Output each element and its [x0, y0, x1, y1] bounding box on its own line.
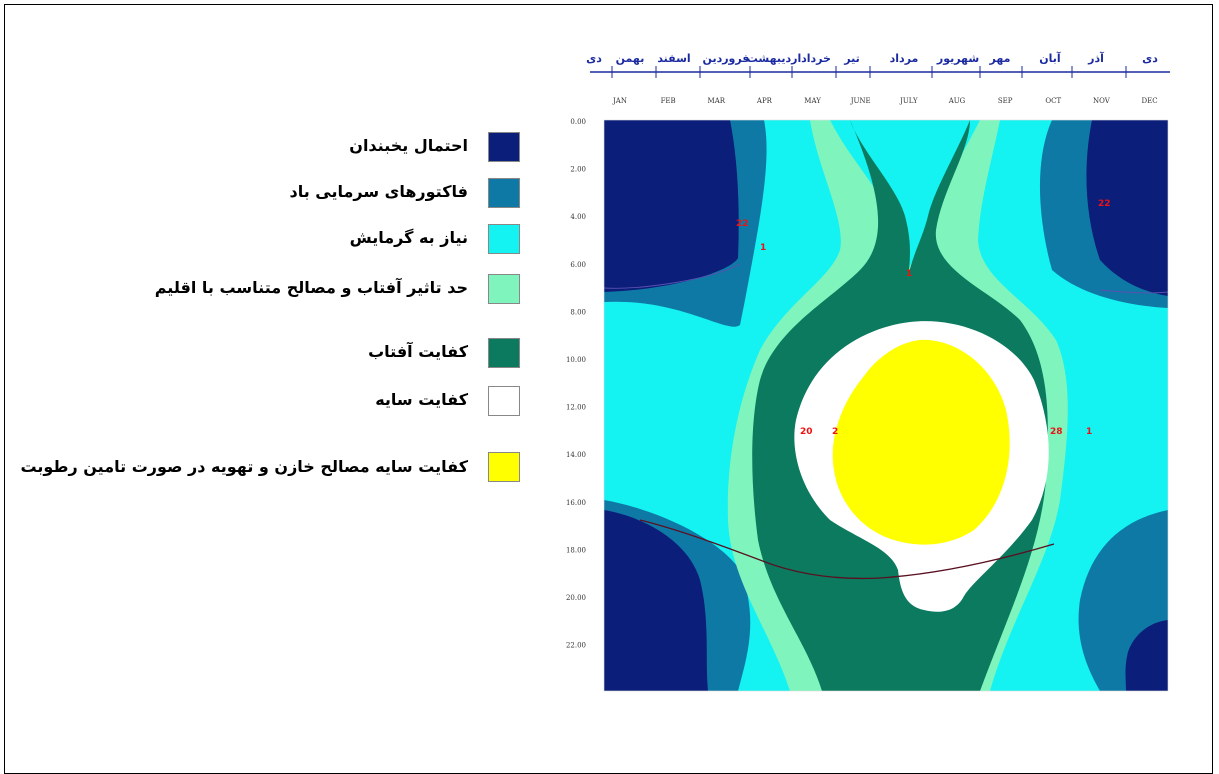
legend-label: کفایت سایه — [375, 390, 468, 409]
month-label-english: DEC — [1142, 97, 1158, 105]
date-marker: 22 — [736, 219, 749, 229]
zone-frost-right — [1086, 120, 1168, 296]
month-label-english: SEP — [998, 97, 1013, 105]
hour-label: 20.00 — [566, 594, 586, 602]
hour-label: 12.00 — [566, 404, 586, 412]
month-label-persian: آبان — [1039, 51, 1061, 65]
plot-frame — [603, 119, 1169, 692]
hour-label: 18.00 — [566, 546, 586, 554]
month-label-persian: شهریور — [936, 52, 979, 65]
zone-frost-bottom-right — [1125, 620, 1168, 691]
date-marker: 20 — [800, 427, 813, 437]
month-label-english: MAY — [804, 97, 821, 105]
month-label-persian: اسفند — [657, 52, 690, 65]
legend-item-sun-limit: حد تاثیر آفتاب و مصالح متناسب با اقلیم — [20, 274, 520, 310]
date-marker: 1 — [906, 269, 912, 279]
hour-label: 10.00 — [566, 356, 586, 364]
month-label-english: JAN — [612, 97, 627, 105]
sunset-curve — [639, 519, 1055, 580]
legend-swatch — [488, 386, 520, 416]
legend-swatch — [488, 224, 520, 254]
legend-swatch — [488, 274, 520, 304]
hour-label: 4.00 — [570, 213, 586, 221]
month-label-english: APR — [756, 97, 773, 105]
hour-axis: 0.00 2.00 4.00 6.00 8.00 10.00 12.00 14.00 16.00… — [566, 118, 586, 650]
hour-label: 16.00 — [566, 499, 586, 507]
date-marker: 2 — [832, 427, 838, 437]
legend-label: کفایت سایه مصالح خازن و تهویه در صورت تا… — [20, 457, 468, 476]
legend-swatch — [488, 452, 520, 482]
month-label-persian: فروردین — [703, 52, 750, 65]
legend-item-heating: نیاز به گرمایش — [20, 224, 520, 260]
hour-label: 8.00 — [570, 308, 586, 316]
date-marker: 22 — [1098, 199, 1111, 209]
hour-label: 2.00 — [570, 166, 586, 174]
legend-swatch — [488, 132, 520, 162]
month-label-english: JULY — [899, 97, 918, 105]
month-label-persian: مرداد — [890, 52, 919, 65]
hour-label: 6.00 — [570, 261, 586, 269]
sunrise-curve-left — [604, 263, 741, 289]
month-label-english: JUNE — [850, 97, 871, 105]
hour-label: 0.00 — [570, 118, 586, 126]
hour-label: 22.00 — [566, 642, 586, 650]
legend-item-shade-ext: کفایت سایه مصالح خازن و تهویه در صورت تا… — [20, 452, 520, 532]
sunrise-curve-right — [1099, 289, 1168, 294]
month-label-persian: دی — [586, 52, 602, 65]
legend: احتمال یخبندان فاکتورهای سرمایی باد نیاز… — [0, 0, 520, 766]
date-marker: 1 — [1086, 427, 1092, 437]
month-label-english: NOV — [1093, 97, 1111, 105]
bioclimatic-chart: دی بهمن اسفند فروردین اردیبهشت خرداد تیر مرداد ش… — [560, 40, 1200, 700]
month-label-english: FEB — [661, 97, 676, 105]
zone-frost-left — [604, 120, 739, 292]
legend-label: فاکتورهای سرمایی باد — [289, 182, 469, 201]
legend-item-wind: فاکتورهای سرمایی باد — [20, 178, 520, 214]
legend-swatch — [488, 178, 520, 208]
markers: 22 1 1 20 2 28 1 22 — [736, 199, 1111, 437]
month-label-english: MAR — [708, 97, 726, 105]
month-label-persian: دی — [1142, 52, 1158, 65]
legend-label: کفایت آفتاب — [368, 342, 468, 361]
legend-label: حد تاثیر آفتاب و مصالح متناسب با اقلیم — [154, 278, 468, 297]
legend-item-sun: کفایت آفتاب — [20, 338, 520, 374]
month-label-persian: خرداد — [801, 52, 831, 65]
month-label-persian: مهر — [989, 52, 1011, 65]
legend-item-shade: کفایت سایه — [20, 386, 520, 422]
month-label-english: AUG — [948, 97, 966, 105]
legend-item-frost: احتمال یخبندان — [20, 132, 520, 168]
month-label-persian: بهمن — [616, 52, 645, 65]
zone-shade-ext — [832, 339, 1010, 545]
legend-swatch — [488, 338, 520, 368]
month-label-persian: اردیبهشت — [747, 52, 801, 65]
month-label-persian: تیر — [843, 52, 859, 65]
plot-area — [604, 120, 1168, 691]
month-label-persian: آذر — [1087, 51, 1104, 65]
date-marker: 28 — [1050, 427, 1063, 437]
month-label-english: OCT — [1045, 97, 1061, 105]
zone-frost-bottom-left — [604, 510, 708, 691]
legend-label: احتمال یخبندان — [349, 136, 468, 155]
legend-label: نیاز به گرمایش — [349, 228, 468, 247]
hour-label: 14.00 — [566, 451, 586, 459]
date-marker: 1 — [760, 243, 766, 253]
